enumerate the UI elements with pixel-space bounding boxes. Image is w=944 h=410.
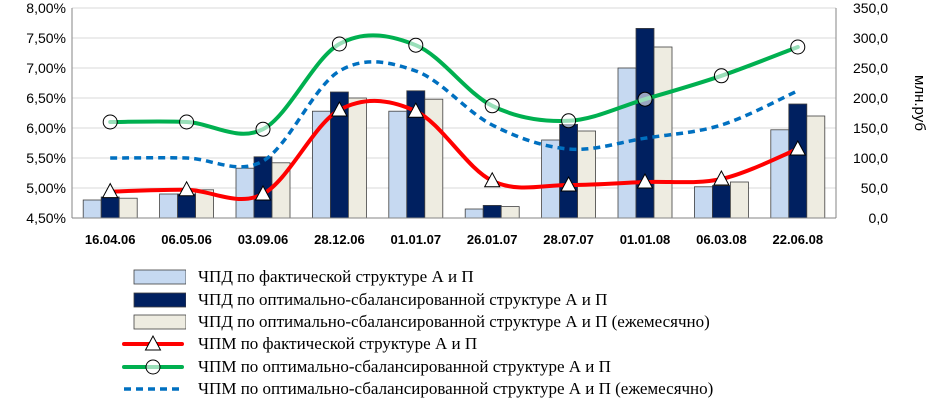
bar [177, 193, 197, 219]
bar [500, 206, 520, 219]
circle-marker [713, 68, 729, 84]
circle-marker [790, 39, 806, 55]
chart-legend: ЧПД по фактической структуре А и П ЧПД по… [120, 266, 920, 400]
x-tick-label: 03.09.06 [238, 232, 289, 247]
circle-marker [331, 36, 347, 52]
x-tick-label: 01.01.08 [620, 232, 671, 247]
circle-marker [145, 359, 161, 375]
y-right-tick-label: 100,0 [853, 150, 888, 166]
bar [712, 185, 731, 219]
legend-item: ЧПД по оптимально-сбалансированной струк… [120, 311, 920, 333]
legend-label: ЧПМ по оптимально-сбалансированной струк… [198, 379, 714, 399]
x-tick-label: 16.04.06 [85, 232, 136, 247]
x-tick-label: 06.03.08 [696, 232, 747, 247]
line-series [108, 33, 800, 136]
legend-label: ЧПД по оптимально-сбалансированной струк… [198, 289, 608, 309]
bar [770, 129, 790, 219]
x-tick-label: 01.01.07 [390, 232, 441, 247]
legend-swatch [133, 292, 186, 307]
bar [388, 110, 408, 219]
circle-marker [102, 114, 118, 130]
triangle-marker [713, 169, 730, 186]
legend-swatch [133, 314, 186, 330]
bar [694, 186, 713, 219]
bar [482, 204, 502, 219]
legend-item: ЧПМ по оптимально-сбалансированной струк… [120, 356, 920, 378]
triangle-marker [331, 100, 348, 117]
chart-lines [101, 33, 807, 202]
y-right-tick-label: 50,0 [861, 180, 888, 196]
y-left-tick-label: 6,00% [26, 120, 66, 136]
bar [541, 139, 560, 219]
y-right-tick-label: 300,0 [853, 30, 888, 46]
circle-marker [179, 114, 195, 130]
bar [559, 124, 578, 219]
triangle-marker [144, 335, 162, 351]
triangle-marker [407, 102, 425, 118]
y-right-tick-label: 0,0 [869, 210, 889, 226]
triangle-marker [789, 139, 807, 156]
bar [653, 46, 673, 219]
triangle-marker [178, 180, 195, 197]
legend-label: ЧПД по оптимально-сбалансированной струк… [198, 311, 710, 331]
triangle-marker [254, 184, 272, 201]
y-right-tick-label: 150,0 [853, 120, 888, 136]
legend-label: ЧПД по фактической структуре А и П [198, 267, 474, 287]
y-left-tick-label: 6,50% [26, 90, 66, 106]
legend-item: ЧПД по оптимально-сбалансированной струк… [120, 288, 920, 310]
bar [788, 103, 808, 219]
circle-marker [637, 91, 653, 107]
legend-symbol [133, 314, 186, 330]
legend-label: ЧПМ по фактической структуре А и П [198, 334, 478, 354]
y-right-tick-label: 200,0 [853, 90, 888, 106]
x-tick-label: 22.06.08 [772, 232, 823, 247]
legend-symbol [124, 387, 182, 391]
legend-symbol [133, 292, 186, 307]
triangle-marker [560, 175, 577, 192]
bar [82, 199, 102, 219]
legend-symbol [122, 335, 184, 351]
bar [235, 167, 255, 219]
triangle-marker [483, 171, 501, 188]
bar [577, 130, 596, 219]
x-tick-label: 28.07.07 [543, 232, 594, 247]
y-right-tick-label: 350,0 [853, 0, 888, 16]
circle-marker [484, 98, 500, 114]
y-left-tick-label: 7,50% [26, 30, 66, 46]
y-left-tick-label: 5,00% [26, 180, 66, 196]
y-right-axis-label: млн.руб [911, 75, 928, 131]
legend-swatch [133, 269, 186, 285]
y-left-tick-label: 5,50% [26, 150, 66, 166]
bar [118, 197, 138, 219]
circle-marker [561, 113, 577, 129]
legend-symbol [122, 359, 184, 375]
combo-chart: 4,50% 5,00% 5,50% 6,00% 6,50% 7,00% 7,50% 8,00%… [26, 0, 928, 247]
triangle-marker [636, 172, 654, 189]
legend-item: ЧПД по фактической структуре А и П [120, 266, 920, 288]
line-series [108, 99, 800, 202]
x-tick-label: 28.12.06 [314, 232, 365, 247]
x-tick-label: 06.05.06 [161, 232, 212, 247]
bar [464, 208, 484, 219]
bar [806, 115, 826, 219]
y-left-tick-label: 4,50% [26, 210, 66, 226]
bar [635, 27, 655, 219]
triangle-marker [101, 182, 119, 199]
legend-label: ЧПМ по оптимально-сбалансированной струк… [198, 356, 611, 376]
bar [730, 181, 749, 219]
legend-item: ЧПМ по фактической структуре А и П [120, 333, 920, 355]
circle-marker [255, 121, 271, 137]
y-right-tick-label: 250,0 [853, 60, 888, 76]
y-left-tick-label: 8,00% [26, 0, 66, 16]
bar [347, 97, 367, 219]
bar [100, 196, 120, 219]
legend-item: ЧПМ по оптимально-сбалансированной струк… [120, 378, 920, 400]
line-series [110, 60, 799, 169]
bar [159, 193, 179, 219]
y-left-tick-label: 7,00% [26, 60, 66, 76]
legend-symbol [133, 269, 186, 285]
circle-marker [408, 37, 424, 53]
chart-axes: 4,50% 5,00% 5,50% 6,00% 6,50% 7,00% 7,50% 8,00%… [26, 0, 928, 247]
x-tick-label: 26.01.07 [467, 232, 518, 247]
